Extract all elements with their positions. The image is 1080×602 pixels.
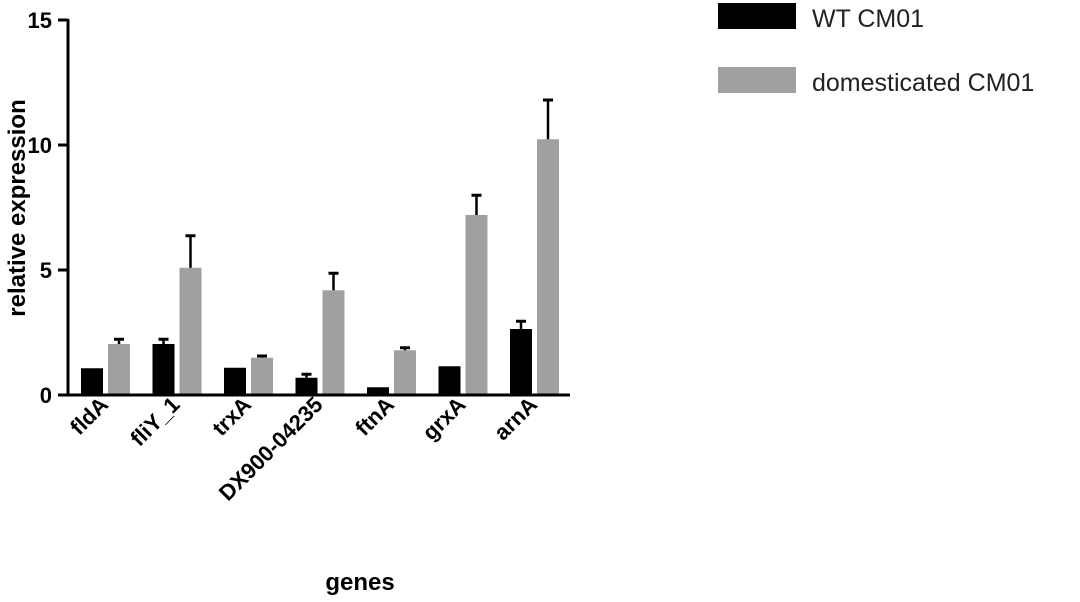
x-tick-label: arnA xyxy=(489,392,542,445)
y-axis-label: relative expression xyxy=(4,99,31,316)
bar-domesticated-ftnA xyxy=(394,350,416,395)
bar-domesticated-fliY_1 xyxy=(179,267,202,395)
y-tick-label: 15 xyxy=(28,8,52,33)
bar-domesticated-DX900-04235 xyxy=(322,290,345,395)
x-axis-label: genes xyxy=(325,569,394,596)
bar-wt-grxA xyxy=(438,366,461,395)
x-tick-label: ftnA xyxy=(350,392,399,441)
bar-domesticated-fldA xyxy=(108,344,130,395)
legend-label-domesticated: domesticated CM01 xyxy=(812,69,1034,97)
bar-domesticated-arnA xyxy=(537,139,559,395)
x-tick-label: grxA xyxy=(417,392,470,445)
y-tick-label: 0 xyxy=(40,383,52,408)
x-tick-label: fldA xyxy=(65,392,113,440)
bar-wt-arnA xyxy=(510,329,532,395)
bar-wt-DX900-04235 xyxy=(295,377,318,395)
bar-wt-trxA xyxy=(224,367,246,395)
y-tick-label: 10 xyxy=(28,133,52,158)
bar-wt-ftnA xyxy=(367,387,389,395)
legend-swatch-wt xyxy=(718,3,796,29)
x-tick-label: fliY_1 xyxy=(125,392,184,451)
bar-wt-fldA xyxy=(81,368,103,395)
legend-label-wt: WT CM01 xyxy=(812,5,924,33)
bar-wt-fliY_1 xyxy=(152,344,175,395)
legend: WT CM01 domesticated CM01 xyxy=(718,3,1034,97)
x-tick-label: trxA xyxy=(207,392,256,441)
bar-domesticated-trxA xyxy=(251,357,273,395)
bar-domesticated-grxA xyxy=(465,215,488,395)
y-tick-label: 5 xyxy=(40,258,52,283)
legend-swatch-domesticated xyxy=(718,67,796,93)
